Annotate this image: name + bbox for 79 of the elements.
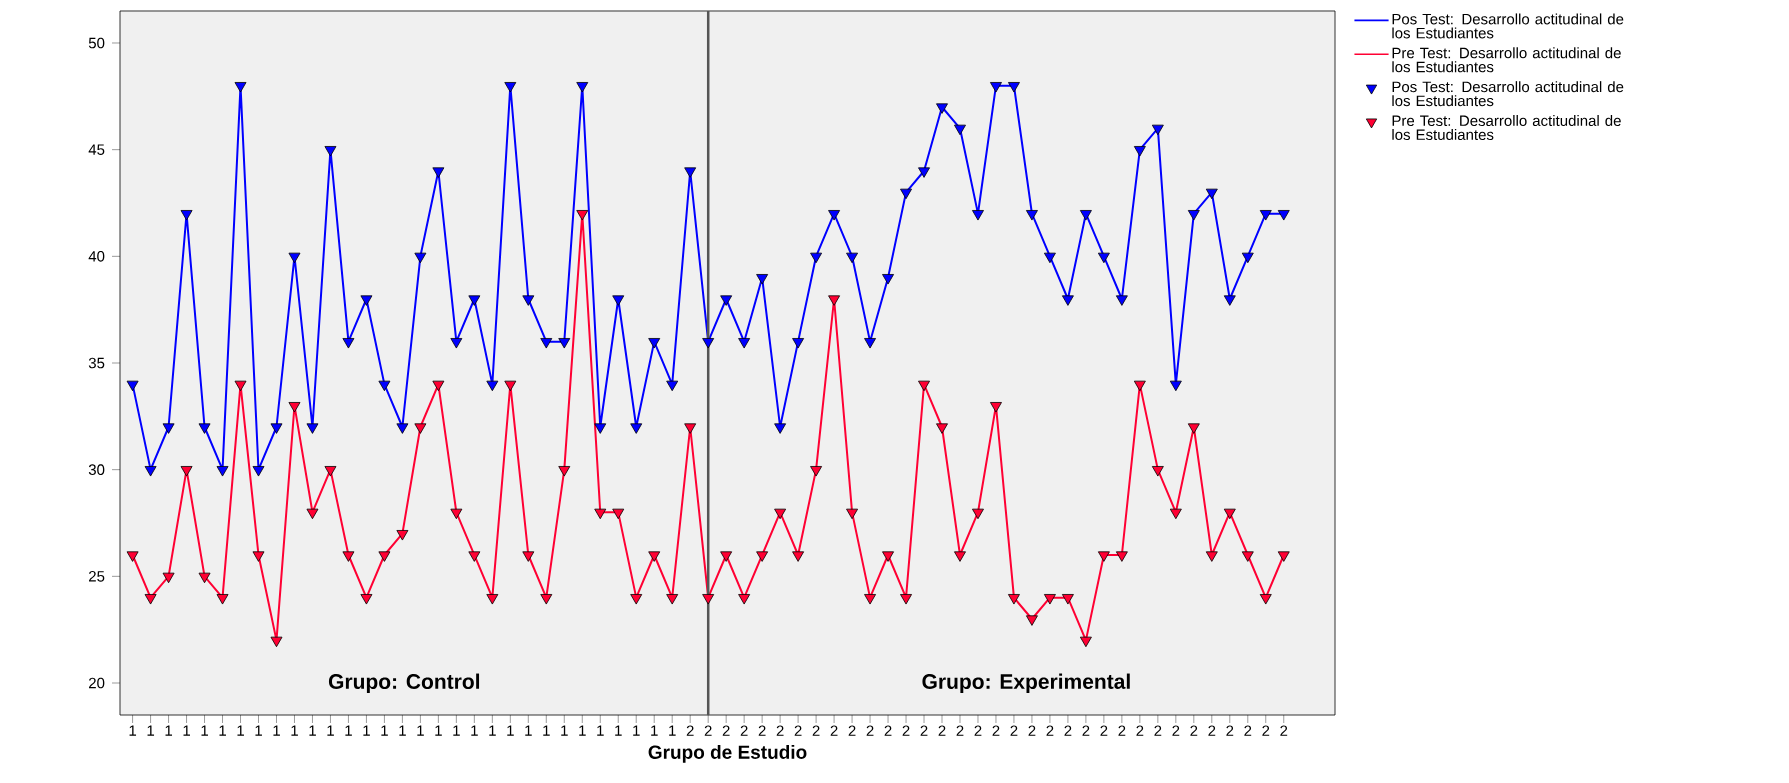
x-tick-label: 2	[794, 725, 802, 736]
y-tick-label: 35	[88, 357, 105, 369]
x-tick-label: 2	[974, 725, 982, 736]
x-tick-label: 2	[1208, 725, 1216, 736]
x-tick-label: 2	[1172, 725, 1180, 736]
x-tick-label: 1	[255, 725, 262, 736]
x-tick-label: 2	[1154, 725, 1162, 736]
x-tick-label: 1	[417, 725, 424, 736]
x-tick-label: 1	[237, 725, 244, 736]
x-tick-label: 2	[1082, 725, 1090, 736]
annotation: Grupo: Control	[328, 673, 480, 694]
x-tick-label: 2	[1226, 725, 1234, 736]
x-tick-label: 2	[812, 725, 820, 736]
x-tick-label: 1	[399, 725, 406, 736]
x-tick-label: 1	[651, 725, 658, 736]
x-tick-label: 2	[902, 725, 910, 736]
x-tick-label: 1	[543, 725, 550, 736]
x-tick-label: 2	[758, 725, 766, 736]
x-tick-label: 2	[722, 725, 730, 736]
x-tick-label: 1	[129, 725, 137, 736]
x-tick-label: 1	[615, 725, 622, 736]
x-tick-label: 1	[507, 725, 514, 736]
y-tick-label: 45	[88, 144, 105, 155]
x-tick-label: 1	[183, 725, 191, 736]
x-tick-label: 1	[579, 725, 586, 736]
text: Pre Test: Desarrollo actitudinal de los Estudiantes	[1392, 47, 1621, 73]
x-tick-label: 1	[525, 725, 532, 736]
legend-label: Pos Test: Desarrollo actitudinal de los Estudiantes	[1392, 81, 1624, 107]
x-tick-label: 1	[381, 725, 388, 736]
x-tick-label: 2	[920, 725, 928, 736]
x-tick-label: 1	[489, 725, 496, 736]
x-tick-label: 1	[327, 725, 334, 736]
text: Pos Test: Desarrollo actitudinal de los Estudiantes	[1392, 13, 1624, 39]
x-tick-label: 1	[219, 725, 226, 736]
legend-label: Pre Test: Desarrollo actitudinal de los Estudiantes	[1392, 115, 1621, 141]
x-tick-label: 2	[884, 725, 892, 736]
x-tick-label: 1	[435, 725, 442, 736]
x-tick-label: 2	[1100, 725, 1108, 736]
x-tick-label: 2	[1028, 725, 1036, 736]
annotation: Grupo: Experimental	[922, 673, 1130, 694]
x-tick-label: 2	[956, 725, 964, 736]
x-tick-label: 2	[704, 725, 712, 736]
x-tick-label: 1	[345, 725, 352, 736]
x-tick-label: 1	[669, 725, 676, 736]
x-tick-label: 2	[848, 725, 856, 736]
x-axis-title: Grupo de Estudio	[648, 744, 807, 763]
x-tick-label: 2	[866, 725, 874, 736]
x-tick-label: 1	[273, 725, 280, 736]
x-tick-label: 1	[291, 725, 298, 736]
x-tick-label: 2	[830, 725, 838, 736]
y-tick-label: 50	[88, 37, 105, 49]
x-tick-label: 2	[1046, 725, 1054, 736]
x-tick-label: 1	[165, 725, 173, 736]
x-tick-label: 2	[1244, 725, 1252, 736]
x-tick-label: 2	[1064, 725, 1072, 736]
x-tick-label: 1	[201, 725, 208, 736]
x-tick-label: 2	[992, 725, 1000, 736]
x-tick-label: 2	[740, 725, 748, 736]
y-tick-label: 25	[89, 571, 105, 582]
x-tick-label: 1	[597, 725, 604, 736]
x-tick-label: 2	[686, 725, 694, 736]
x-tick-label: 1	[471, 725, 478, 736]
x-tick-label: 2	[1262, 725, 1270, 736]
x-tick-label: 1	[633, 725, 640, 736]
x-tick-label: 2	[1190, 725, 1198, 736]
y-tick-label: 20	[89, 677, 105, 689]
x-tick-label: 2	[776, 725, 784, 736]
x-tick-label: 1	[309, 725, 316, 736]
x-tick-label: 2	[1280, 725, 1288, 736]
y-tick-label: 40	[88, 251, 105, 262]
x-tick-label: 1	[147, 725, 155, 736]
x-tick-label: 2	[938, 725, 946, 736]
x-tick-label: 1	[363, 725, 370, 736]
x-tick-label: 2	[1118, 725, 1126, 736]
x-tick-label: 1	[453, 725, 460, 736]
x-tick-label: 2	[1136, 725, 1144, 736]
x-tick-label: 1	[561, 725, 568, 736]
y-tick-label: 30	[88, 464, 105, 475]
x-tick-label: 2	[1010, 725, 1018, 736]
